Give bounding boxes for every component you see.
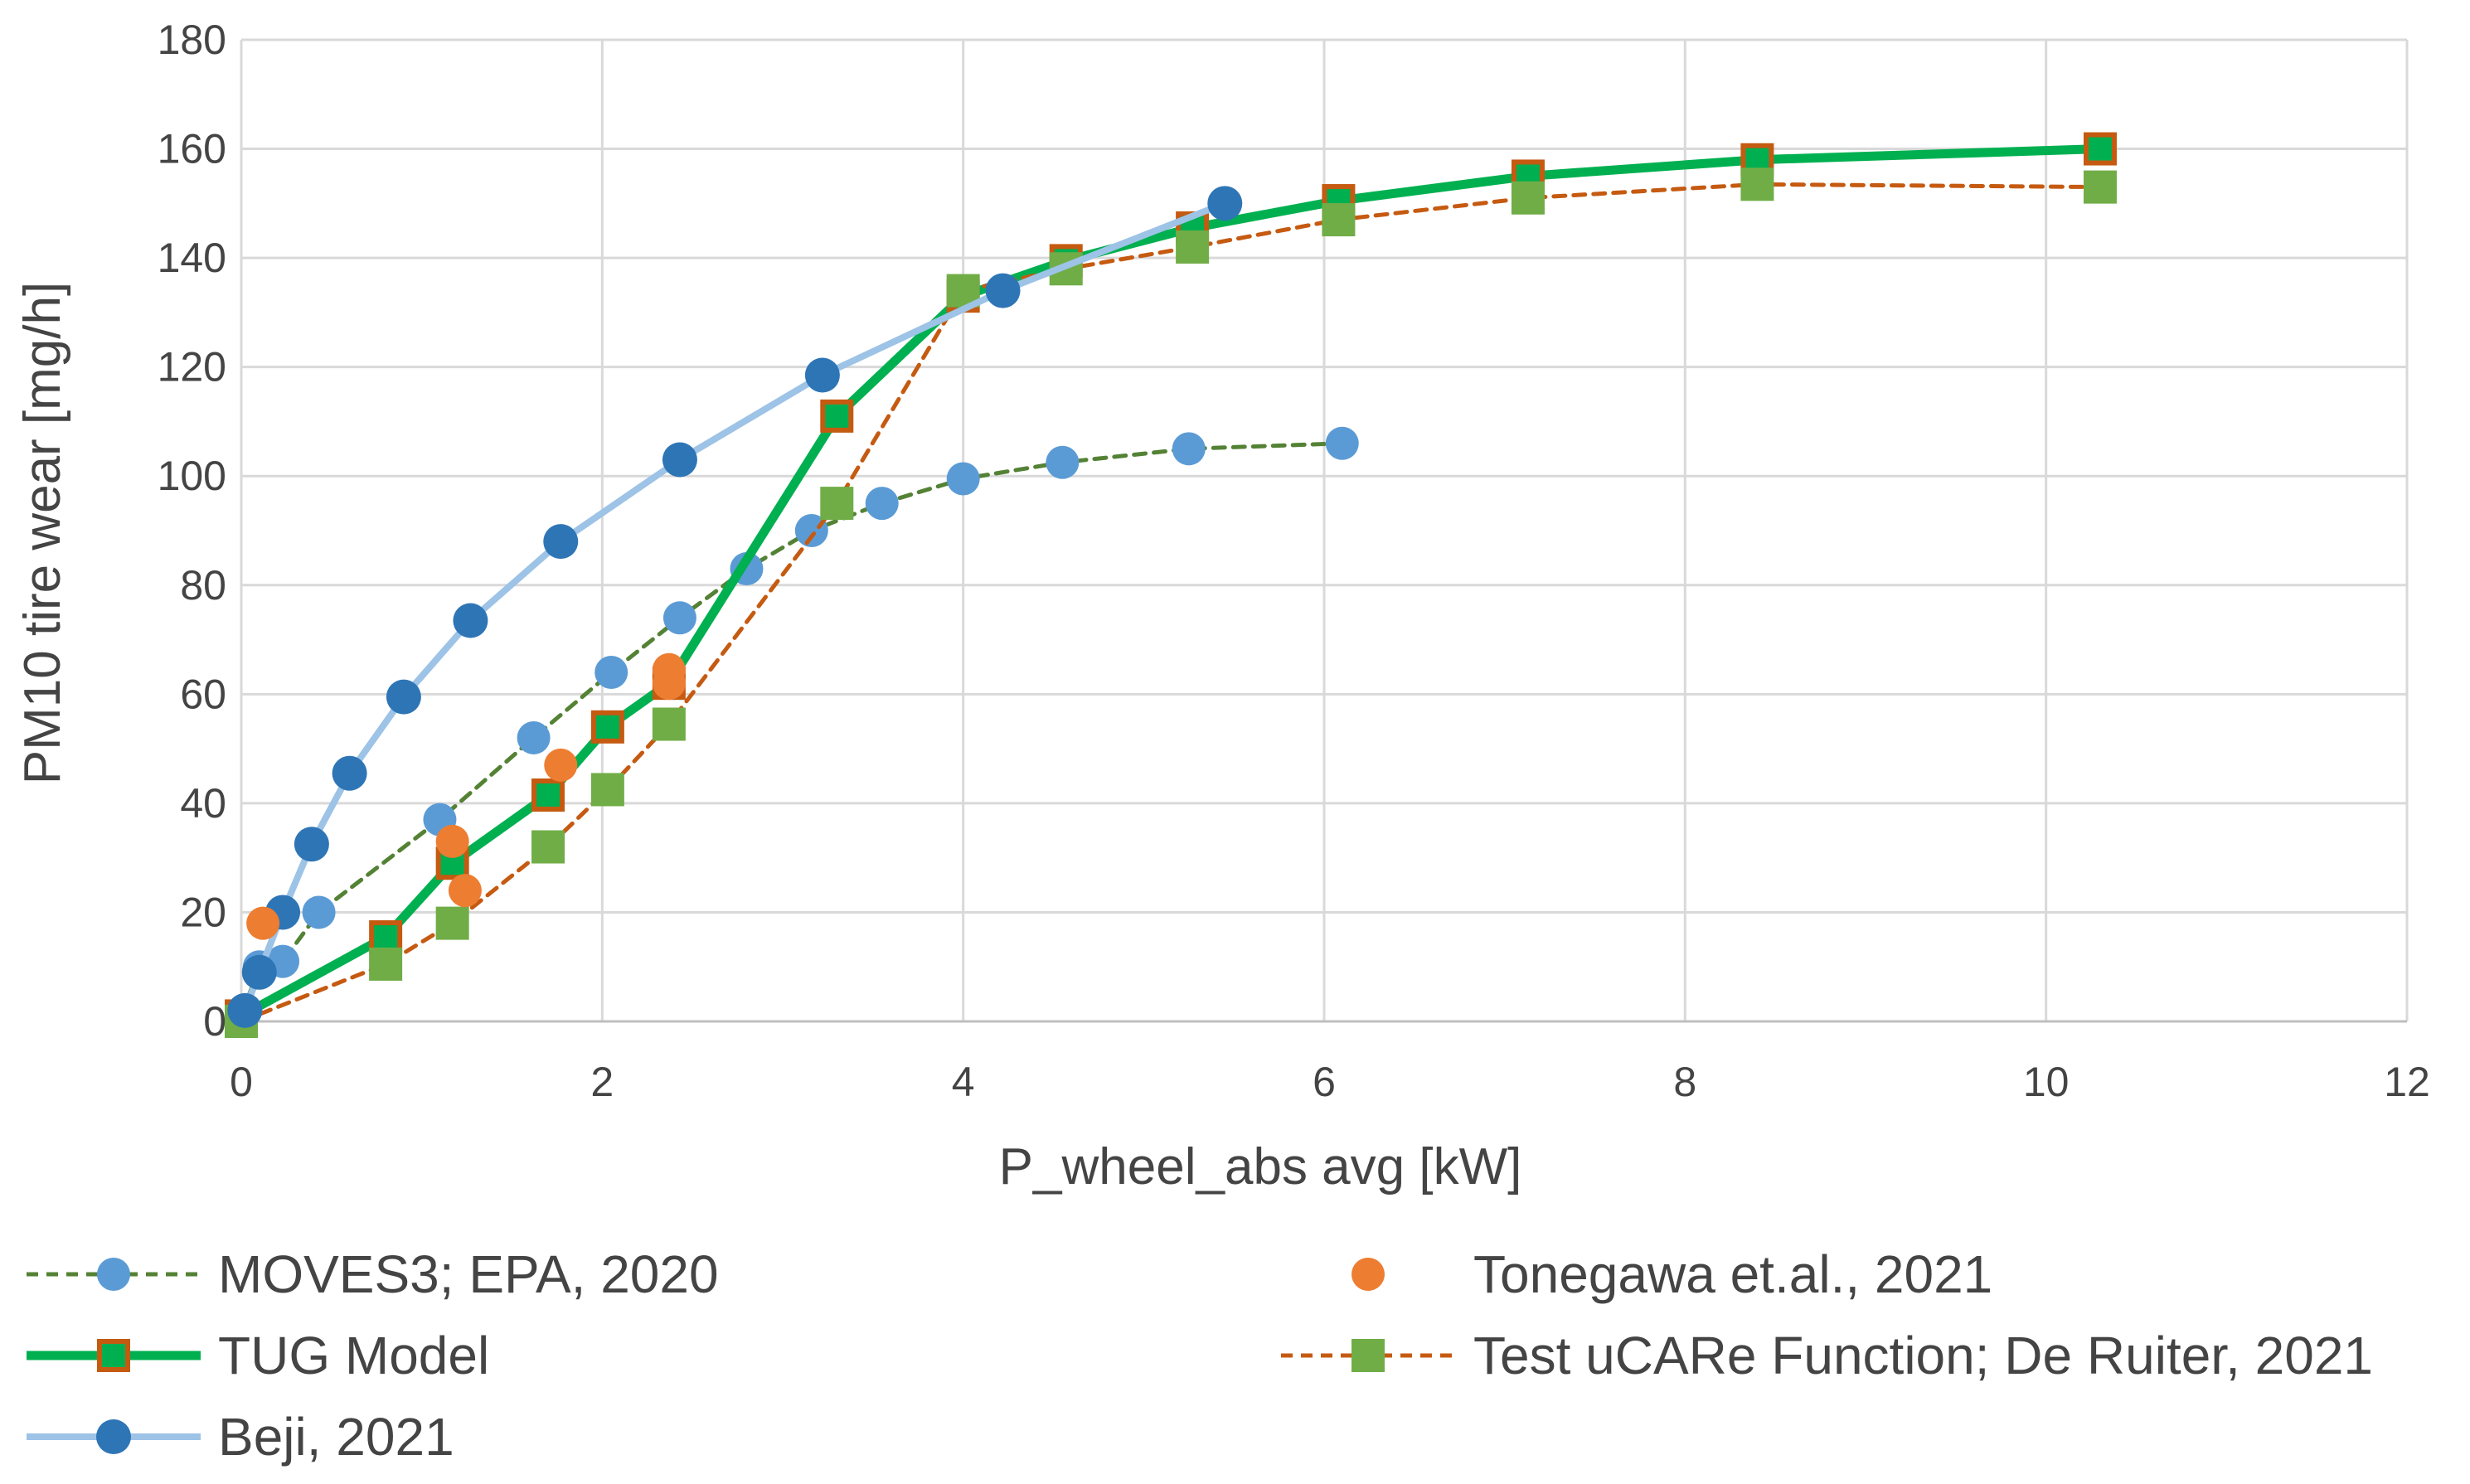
legend-item: MOVES3; EPA, 2020 <box>27 1244 719 1304</box>
ucare-point <box>1176 230 1210 264</box>
moves3-point <box>946 462 980 496</box>
legend-marker <box>1351 1339 1385 1372</box>
y-tick-label: 0 <box>203 998 226 1045</box>
moves3-point <box>517 720 551 754</box>
moves3-point <box>594 656 628 690</box>
ucare-line <box>239 182 2103 1024</box>
beji-point <box>804 357 840 393</box>
beji-point <box>241 954 277 990</box>
legend-label: MOVES3; EPA, 2020 <box>218 1244 719 1304</box>
tonegawa-point <box>435 824 469 858</box>
legend-item: Test uCARe Function; De Ruiter, 2021 <box>1281 1326 2373 1385</box>
moves3-point <box>1046 445 1080 479</box>
legend-item: Tonegawa et.al., 2021 <box>1351 1244 1992 1304</box>
ucare-point <box>435 906 469 940</box>
moves3-point <box>865 487 899 521</box>
y-tick-label: 160 <box>158 126 226 172</box>
y-tick-label: 140 <box>158 235 226 281</box>
ucare-point <box>1322 203 1356 237</box>
moves3-point <box>1172 432 1206 466</box>
ucare-point <box>652 707 686 741</box>
tonegawa-point <box>544 748 578 782</box>
beji-point <box>294 827 329 862</box>
y-tick-label: 20 <box>180 889 226 935</box>
legend-marker <box>97 1258 130 1291</box>
x-tick-label: 2 <box>590 1059 614 1105</box>
tick-labels: 0 20 40 60 80 100 120 140 160 180 0 2 4 6 8 10 12 <box>158 17 2430 1105</box>
x-tick-label: 4 <box>952 1059 975 1105</box>
ucare-point <box>590 773 624 807</box>
legend-item: Beji, 2021 <box>27 1407 454 1467</box>
beji-point <box>332 755 367 791</box>
x-tick-label: 8 <box>1673 1059 1696 1105</box>
tug-model-point <box>531 778 565 812</box>
x-tick-label: 0 <box>230 1059 253 1105</box>
beji-point <box>1207 186 1243 221</box>
beji-point <box>985 273 1021 308</box>
y-tick-label: 40 <box>180 780 226 827</box>
tonegawa-point <box>652 652 686 686</box>
beji-point <box>386 679 421 715</box>
legend-label: Tonegawa et.al., 2021 <box>1473 1244 1992 1304</box>
ucare-point <box>1740 167 1774 201</box>
y-tick-label: 120 <box>158 344 226 390</box>
moves3-point <box>1325 426 1359 460</box>
tug-model-point <box>2083 132 2117 166</box>
legend-item: TUG Model <box>27 1326 489 1385</box>
tonegawa-point <box>246 906 280 940</box>
y-tick-label: 60 <box>180 671 226 717</box>
x-tick-label: 6 <box>1313 1059 1336 1105</box>
legend-marker <box>96 1419 131 1454</box>
beji-point <box>227 992 263 1028</box>
beji-point <box>662 442 697 478</box>
legend: MOVES3; EPA, 2020 Tonegawa et.al., 2021 TU… <box>27 1244 2373 1467</box>
ucare-point <box>820 487 854 521</box>
tug-model-point <box>820 399 854 433</box>
moves3-point <box>662 601 696 635</box>
ucare-point <box>2083 170 2117 204</box>
moves3-point <box>302 895 336 929</box>
ucare-point <box>531 830 565 864</box>
series-tonegawa-2021 <box>246 652 686 940</box>
x-tick-label: 12 <box>2384 1059 2430 1105</box>
x-axis-title: P_wheel_abs avg [kW] <box>999 1138 1522 1195</box>
y-tick-label: 80 <box>180 562 226 609</box>
ucare-point <box>1511 181 1545 215</box>
ucare-point <box>369 947 403 981</box>
y-tick-label: 180 <box>158 17 226 63</box>
legend-label: Beji, 2021 <box>218 1407 454 1467</box>
beji-point <box>543 524 579 560</box>
plot-area <box>225 132 2117 1038</box>
tug-model-point <box>590 710 624 744</box>
y-tick-label: 100 <box>158 453 226 499</box>
y-axis-title: PM10 tire wear [mg/h] <box>14 282 71 784</box>
beji-point <box>453 603 488 638</box>
legend-marker <box>1351 1258 1385 1291</box>
tonegawa-point <box>448 874 482 908</box>
tug-model-point <box>369 920 403 954</box>
legend-label: Test uCARe Function; De Ruiter, 2021 <box>1473 1326 2373 1385</box>
legend-marker <box>97 1339 130 1372</box>
x-tick-label: 10 <box>2023 1059 2070 1105</box>
legend-label: TUG Model <box>218 1326 489 1385</box>
